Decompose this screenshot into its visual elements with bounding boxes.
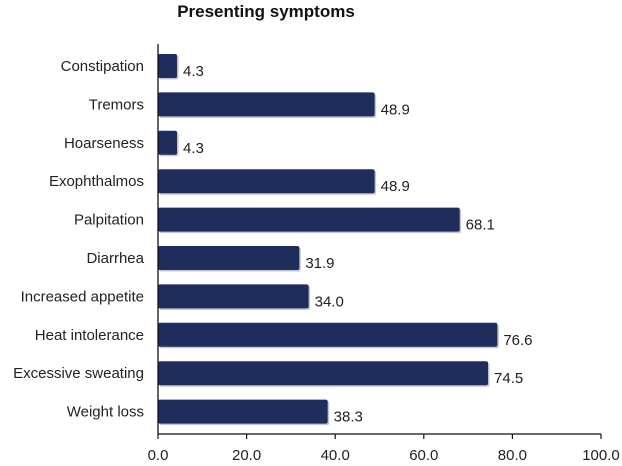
bar-excessive-sweating (158, 361, 489, 386)
x-tick-label-60: 60.0 (409, 447, 438, 464)
chart-title: Presenting symptoms (177, 2, 355, 21)
category-label-weight-loss: Weight loss (67, 404, 144, 421)
category-label-increased-appetite: Increased appetite (21, 288, 144, 305)
axes-group: Constipation Tremors Hoarseness Exophthalmo… (13, 44, 620, 464)
bar-heat-intolerance (158, 322, 498, 347)
x-tick-label-40: 40.0 (321, 447, 350, 464)
bars-group: 4.3 48.9 4.3 48.9 68.1 31.9 34.0 76.6 74.5 38.3 (158, 54, 533, 426)
value-label-weight-loss: 38.3 (334, 409, 363, 426)
category-label-hoarseness: Hoarseness (64, 135, 144, 152)
category-label-palpitation: Palpitation (74, 212, 144, 229)
x-tick-label-80: 80.0 (498, 447, 527, 464)
category-label-constipation: Constipation (61, 58, 144, 75)
bar-exophthalmos (158, 169, 375, 194)
category-label-excessive-sweating: Excessive sweating (13, 365, 144, 382)
x-tick-label-0: 0.0 (148, 447, 169, 464)
bar-increased-appetite (158, 284, 309, 309)
category-label-exophthalmos: Exophthalmos (49, 173, 144, 190)
value-label-constipation: 4.3 (183, 63, 204, 80)
value-label-increased-appetite: 34.0 (315, 293, 344, 310)
value-label-excessive-sweating: 74.5 (494, 370, 523, 387)
bar-weight-loss (158, 399, 328, 424)
bar-diarrhea (158, 246, 300, 270)
bar-hoarseness (158, 130, 178, 155)
category-label-diarrhea: Diarrhea (86, 250, 144, 267)
value-label-heat-intolerance: 76.6 (503, 332, 532, 349)
value-label-exophthalmos: 48.9 (381, 178, 410, 195)
bar-tremors (158, 92, 375, 117)
value-label-hoarseness: 4.3 (183, 140, 204, 157)
category-label-heat-intolerance: Heat intolerance (35, 327, 144, 344)
category-label-tremors: Tremors (89, 96, 144, 113)
value-label-tremors: 48.9 (381, 101, 410, 118)
value-label-palpitation: 68.1 (466, 217, 495, 234)
x-tick-label-100: 100.0 (582, 447, 620, 464)
x-tick-label-20: 20.0 (232, 447, 261, 464)
bar-palpitation (158, 207, 460, 232)
bar-constipation (158, 54, 178, 78)
value-label-diarrhea: 31.9 (305, 255, 334, 272)
